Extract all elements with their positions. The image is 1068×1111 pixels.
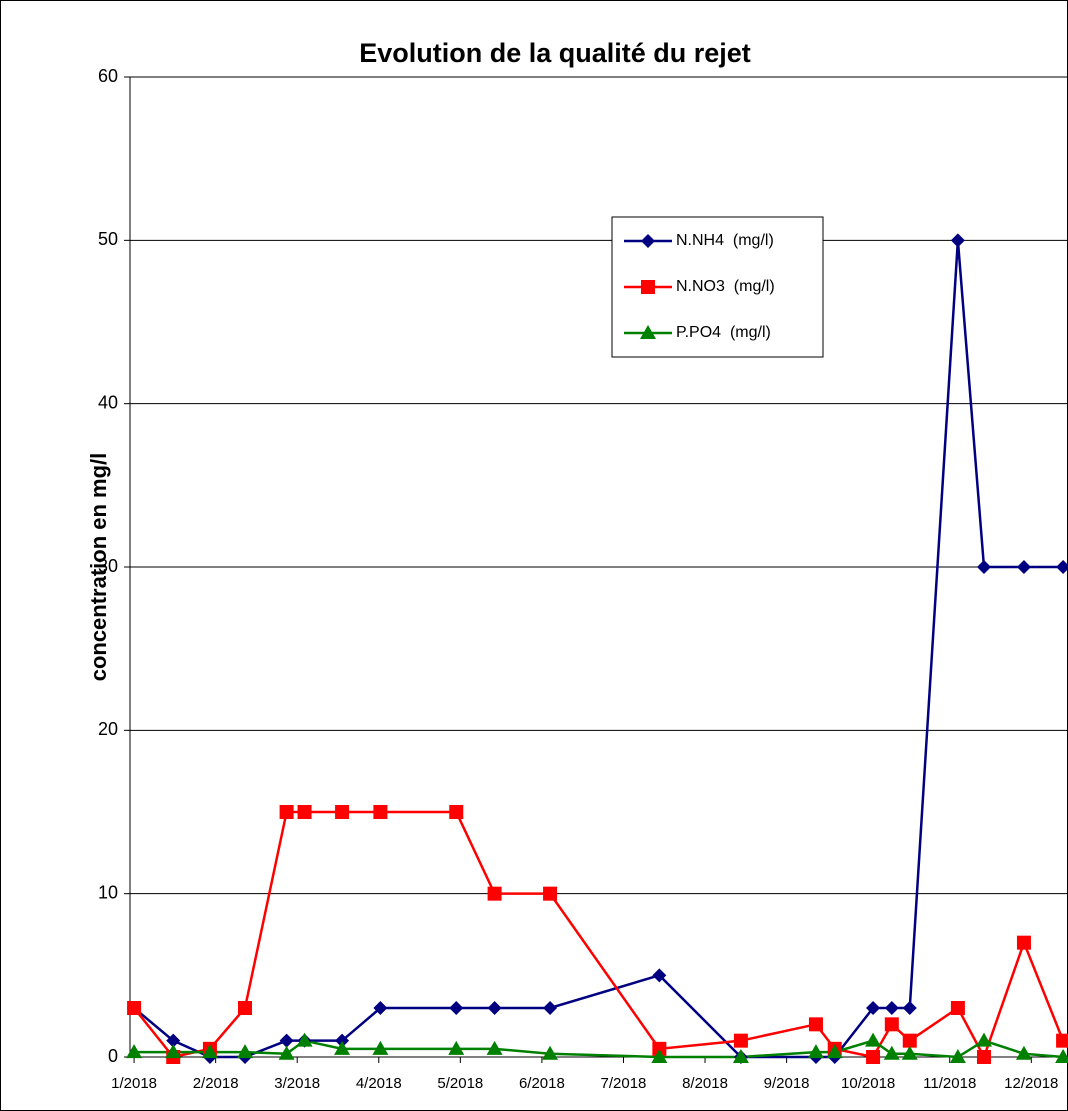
marker [486,1040,503,1055]
marker [901,1045,918,1060]
marker [651,1049,668,1063]
y-tick-label: 20 [98,719,118,739]
marker [640,325,656,339]
marker [866,1050,881,1064]
marker [950,233,965,248]
marker [238,1001,253,1015]
marker [237,1044,254,1059]
marker [372,1040,389,1055]
x-tick-label: 12/2018 [1004,1075,1058,1092]
marker [543,1001,558,1015]
marker [976,1050,991,1064]
marker [335,805,350,819]
marker [449,805,464,819]
marker [543,886,558,901]
marker [732,1049,749,1063]
marker [1056,560,1068,574]
marker [487,886,502,901]
y-tick-label: 40 [98,392,118,412]
marker [733,1033,748,1048]
marker [127,1001,142,1015]
marker [1015,1045,1032,1060]
marker [487,1001,502,1015]
marker [448,1040,465,1055]
marker [373,805,388,819]
x-tick-label: 4/2018 [356,1075,402,1092]
x-tick-label: 3/2018 [274,1075,320,1092]
y-axis-label: concentration en mg/l [86,453,111,682]
x-tick-label: 2/2018 [193,1075,239,1092]
marker [902,1001,917,1015]
marker [826,1044,843,1059]
marker [652,1041,667,1056]
y-tick-label: 0 [108,1046,118,1066]
marker [652,968,667,983]
series-line [133,810,1065,1061]
y-tick-label: 60 [98,66,118,86]
marker [373,1001,388,1015]
marker [297,805,312,819]
x-tick-label: 1/2018 [111,1075,157,1092]
marker [976,560,991,574]
marker [807,1044,824,1059]
chart-title: Evolution de la qualité du rejet [359,38,751,68]
marker [1056,1033,1068,1048]
y-tick-label: 10 [98,882,118,902]
marker [902,1033,917,1048]
marker [866,1001,881,1015]
x-tick-label: 9/2018 [764,1075,810,1092]
marker [884,1017,899,1032]
marker [641,280,655,294]
marker [166,1033,181,1048]
marker [975,1032,992,1047]
x-tick-label: 6/2018 [519,1075,565,1092]
marker [165,1044,182,1059]
marker [542,1045,559,1060]
marker [641,234,655,248]
marker [808,1017,823,1032]
marker [950,1001,965,1015]
marker [279,1033,294,1048]
series-line [133,240,1064,1059]
legend-label: P.PO4 (mg/l) [676,324,771,341]
marker [865,1032,882,1047]
legend-label: N.NH4 (mg/l) [676,232,774,249]
marker [883,1045,900,1060]
y-tick-label: 50 [98,229,118,249]
marker [335,1033,350,1048]
x-tick-label: 10/2018 [841,1075,895,1092]
marker [1016,560,1031,574]
x-tick-label: 8/2018 [682,1075,728,1092]
marker [296,1032,313,1047]
marker [201,1044,218,1059]
series-line [134,1039,1064,1059]
marker [884,1001,899,1015]
marker [278,1045,295,1060]
x-tick-label: 11/2018 [923,1075,976,1092]
marker [126,1044,143,1059]
marker [1055,1049,1068,1063]
marker [949,1049,966,1063]
x-tick-label: 5/2018 [437,1075,483,1092]
x-tick-label: 7/2018 [601,1075,647,1092]
legend-label: N.NO3 (mg/l) [676,278,775,295]
y-tick-label: 30 [98,556,118,576]
marker [1016,935,1031,950]
marker [449,1001,464,1015]
marker [279,805,294,819]
marker [334,1040,351,1055]
